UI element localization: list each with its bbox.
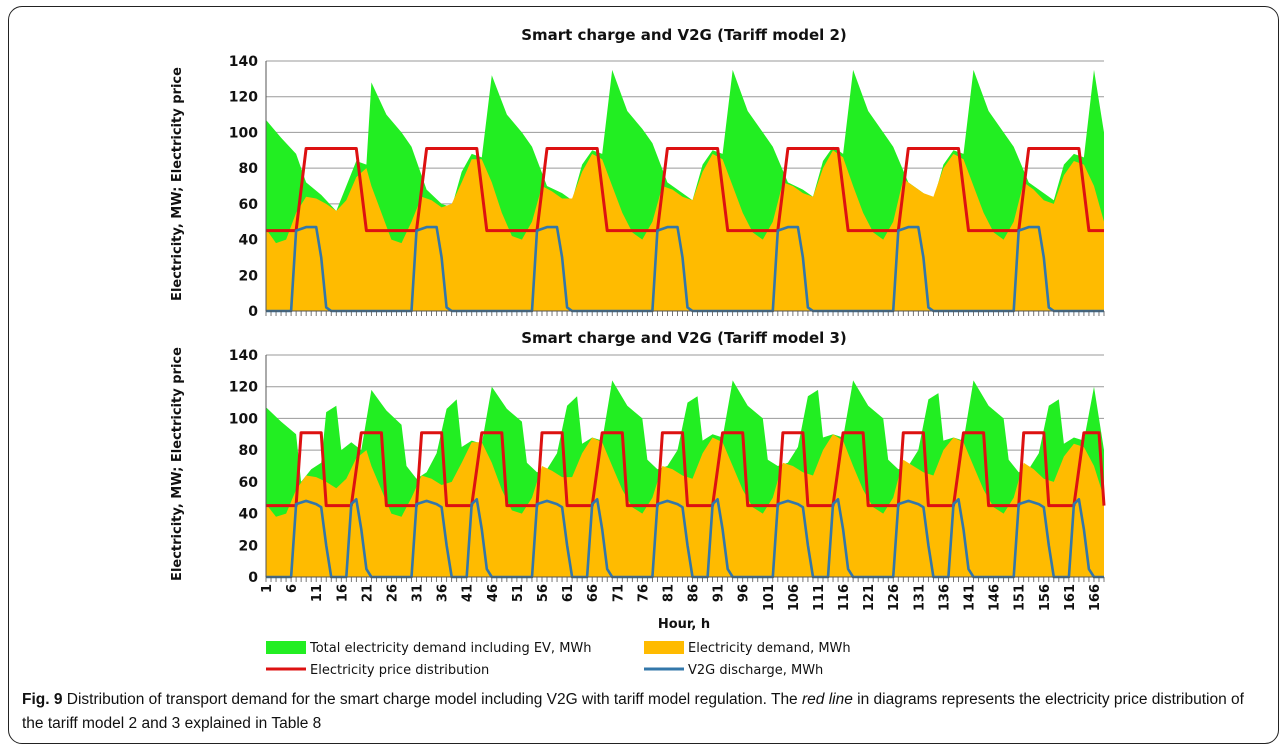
x-tick-label: 61 — [561, 584, 576, 602]
y-tick-label: 80 — [239, 443, 259, 459]
legend-label-demand: Electricity demand, MWh — [688, 641, 851, 656]
x-tick-label: 96 — [737, 584, 752, 602]
x-tick-label: 146 — [988, 584, 1003, 611]
x-tick-label: 81 — [661, 584, 676, 602]
series-price-line — [266, 147, 1104, 233]
x-tick-label: 71 — [611, 584, 626, 602]
y-tick-label: 120 — [229, 380, 258, 396]
series-v2g-line — [266, 225, 1104, 313]
x-tick-label: 56 — [536, 584, 551, 602]
y-tick-label: 120 — [229, 90, 258, 106]
x-axis-label: Hour, h — [658, 617, 710, 632]
y-tick-label: 40 — [239, 507, 259, 523]
y-axis-label: Electricity, MW; Electricity price — [170, 67, 185, 301]
chart-title: Smart charge and V2G (Tariff model 3) — [521, 329, 847, 347]
x-tick-label: 1 — [260, 584, 275, 593]
series-price-line — [266, 431, 1106, 508]
x-tick-label: 91 — [712, 584, 727, 602]
chart-panel-tariff-2: 0 20 40 60 80 100 120 140 Smart charge and V2G … — [170, 26, 1105, 320]
plot-area: 0 20 40 60 80 100 120 140 — [229, 54, 1105, 320]
x-tick-label: 21 — [360, 584, 375, 602]
y-tick-label: 80 — [239, 161, 259, 177]
x-tick-label: 16 — [335, 584, 350, 602]
x-tick-label: 141 — [963, 584, 978, 611]
x-tick-label: 51 — [511, 584, 526, 602]
y-axis-label: Electricity, MW; Electricity price — [170, 347, 185, 581]
x-tick-label: 101 — [762, 584, 777, 611]
y-tick-label: 100 — [229, 125, 258, 141]
x-tick-label: 11 — [310, 584, 325, 602]
y-tick-label: 60 — [239, 475, 259, 491]
x-tick-label: 26 — [385, 584, 400, 602]
x-tick-label: 166 — [1088, 584, 1103, 611]
x-tick-label: 151 — [1013, 584, 1028, 611]
y-tick-label: 20 — [239, 268, 259, 284]
chart-title: Smart charge and V2G (Tariff model 2) — [521, 26, 847, 44]
caption-text-1: Distribution of transport demand for the… — [66, 691, 798, 708]
plot-area: 0 20 40 60 80 100 120 140 — [229, 348, 1106, 586]
caption-label: Fig. 9 — [22, 691, 63, 708]
caption-text-2: in diagrams represents the electricity p… — [22, 691, 1244, 732]
x-tick-label: 106 — [787, 584, 802, 611]
x-tick-labels: 1 6 11 16 21 26 31 36 41 46 51 56 61 66 71 76 81 86 91 96 10… — [260, 584, 1103, 611]
y-tick-label: 0 — [248, 304, 258, 320]
x-tick-label: 66 — [586, 584, 601, 602]
chart-legend: Total electricity demand including EV, M… — [266, 641, 851, 678]
y-tick-label: 40 — [239, 233, 259, 249]
legend-label-price: Electricity price distribution — [310, 663, 489, 678]
x-tick-label: 6 — [285, 584, 300, 593]
legend-label-v2g: V2G discharge, MWh — [688, 663, 823, 678]
y-tick-label: 0 — [248, 570, 258, 586]
x-tick-label: 41 — [461, 584, 476, 602]
x-tick-label: 156 — [1038, 584, 1053, 611]
y-tick-label: 140 — [229, 54, 258, 70]
x-tick-label: 36 — [436, 584, 451, 602]
y-tick-label: 100 — [229, 411, 258, 427]
x-tick-label: 136 — [937, 584, 952, 611]
y-tick-label: 140 — [229, 348, 258, 364]
figure-frame — [8, 6, 1279, 744]
figure-caption: Fig. 9 Distribution of transport demand … — [22, 688, 1262, 736]
chart-panel-tariff-3: 0 20 40 60 80 100 120 140 Smart charge and V2G … — [170, 329, 1106, 586]
x-tick-label: 116 — [837, 584, 852, 611]
x-tick-label: 46 — [486, 584, 501, 602]
x-tick-label: 131 — [912, 584, 927, 611]
x-tick-label: 76 — [636, 584, 651, 602]
legend-swatch-demand — [644, 641, 684, 654]
legend-label-total: Total electricity demand including EV, M… — [309, 641, 592, 656]
y-tick-label: 20 — [239, 538, 259, 554]
x-tick-label: 111 — [812, 584, 827, 611]
y-tick-label: 60 — [239, 197, 259, 213]
legend-swatch-total — [266, 641, 306, 654]
x-tick-label: 31 — [411, 584, 426, 602]
x-tick-label: 121 — [862, 584, 877, 611]
x-tick-label: 126 — [887, 584, 902, 611]
caption-italic: red line — [802, 691, 853, 708]
x-tick-label: 86 — [687, 584, 702, 602]
x-tick-label: 161 — [1063, 584, 1078, 611]
